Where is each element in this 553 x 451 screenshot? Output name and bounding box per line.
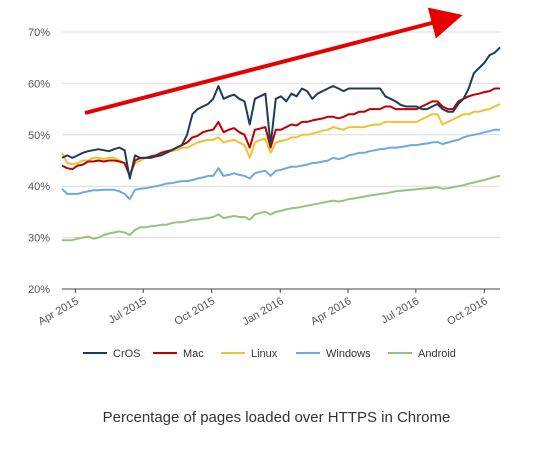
y-axis-tick-labels: 20% 30% 40% 50% 60% 70% bbox=[28, 27, 50, 296]
y-tick-label: 40% bbox=[28, 181, 50, 193]
legend: CrOS Mac Linux Windows Android bbox=[83, 348, 456, 360]
legend-item-mac: Mac bbox=[153, 348, 204, 360]
legend-item-linux: Linux bbox=[221, 348, 278, 360]
y-tick-label: 60% bbox=[28, 78, 50, 90]
series-line-cros bbox=[61, 46, 501, 180]
x-tick-label: Oct 2015 bbox=[173, 295, 218, 328]
x-tick-label: Apr 2016 bbox=[309, 295, 354, 328]
x-tick-label: Jul 2016 bbox=[379, 295, 421, 326]
series-line-windows bbox=[61, 128, 500, 201]
legend-label: CrOS bbox=[113, 348, 141, 360]
series-lines bbox=[61, 46, 501, 242]
x-axis-tick-labels: Apr 2015 Jul 2015 Oct 2015 Jan 2016 Apr 2016… bbox=[36, 289, 490, 328]
legend-label: Android bbox=[418, 348, 456, 360]
legend-item-android: Android bbox=[388, 348, 456, 360]
legend-label: Linux bbox=[251, 348, 278, 360]
x-tick-label: Jul 2015 bbox=[107, 295, 149, 326]
x-tick-label: Apr 2015 bbox=[36, 295, 81, 328]
y-tick-label: 50% bbox=[28, 130, 50, 142]
y-tick-label: 30% bbox=[28, 233, 50, 245]
trend-arrow bbox=[84, 7, 463, 115]
legend-label: Mac bbox=[183, 348, 204, 360]
x-tick-label: Jan 2016 bbox=[241, 295, 286, 328]
legend-item-windows: Windows bbox=[296, 348, 371, 360]
series-line-mac bbox=[61, 87, 500, 177]
series-line-android bbox=[62, 174, 501, 242]
grid-layer bbox=[62, 31, 500, 290]
y-tick-label: 70% bbox=[28, 27, 50, 39]
legend-label: Windows bbox=[326, 348, 371, 360]
chart-title: Percentage of pages loaded over HTTPS in… bbox=[102, 409, 451, 426]
legend-item-cros: CrOS bbox=[83, 348, 141, 360]
x-tick-label: Oct 2016 bbox=[445, 295, 490, 328]
y-tick-label: 20% bbox=[28, 284, 50, 296]
